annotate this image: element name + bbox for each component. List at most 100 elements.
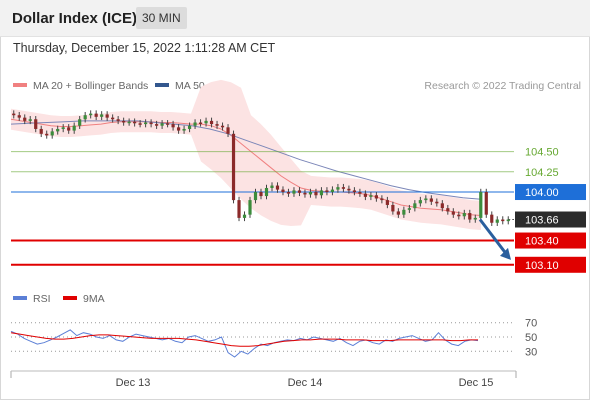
x-tick-label: Dec 14 bbox=[288, 377, 323, 389]
legend-swatch-9ma bbox=[63, 296, 77, 301]
candle-body bbox=[506, 219, 510, 222]
legend-item-ma50: MA 50 bbox=[155, 80, 205, 92]
candle-body bbox=[39, 128, 43, 134]
candle-body bbox=[237, 200, 241, 218]
candle-body bbox=[314, 192, 318, 196]
ma50-line bbox=[10, 120, 482, 200]
candle-body bbox=[501, 219, 505, 222]
projection-arrow bbox=[478, 218, 509, 256]
candle-body bbox=[50, 131, 54, 136]
candle-body bbox=[319, 190, 324, 196]
candle-body bbox=[94, 113, 98, 117]
candle-body bbox=[204, 120, 208, 124]
current-price-label: 103.66 bbox=[525, 215, 559, 227]
candle-body bbox=[122, 120, 126, 123]
level-tag-103.10 bbox=[515, 256, 586, 273]
candle-body bbox=[45, 133, 49, 136]
rsi-level-label-50: 50 bbox=[525, 332, 537, 344]
candle-body bbox=[17, 115, 21, 118]
legend-swatch-ma20 bbox=[13, 83, 27, 88]
candle-body bbox=[292, 190, 296, 194]
candle-body bbox=[149, 122, 153, 125]
candle-body bbox=[286, 192, 291, 194]
candle-body bbox=[429, 198, 433, 202]
x-tick-label: Dec 15 bbox=[459, 377, 494, 389]
legend-label-ma50: MA 50 bbox=[175, 80, 205, 92]
candle-body bbox=[424, 198, 428, 201]
candle-body bbox=[220, 125, 225, 128]
candle-body bbox=[127, 121, 131, 124]
timeframe-badge[interactable]: 30 MIN bbox=[136, 7, 187, 29]
candle-body bbox=[215, 124, 219, 126]
rsi-9ma-line bbox=[10, 332, 478, 347]
candle-body bbox=[138, 123, 142, 125]
candle-body bbox=[176, 127, 181, 131]
candle-body bbox=[187, 125, 192, 129]
candle-body bbox=[242, 214, 247, 218]
candle-body bbox=[473, 217, 477, 220]
candle-body bbox=[144, 122, 148, 125]
rsi-level-label-30: 30 bbox=[525, 346, 537, 358]
candle-body bbox=[303, 192, 307, 195]
candle-body bbox=[89, 113, 93, 116]
legend-item-9ma: 9MA bbox=[63, 293, 105, 305]
candle-body bbox=[231, 133, 236, 201]
rsi-line bbox=[10, 329, 479, 358]
legend-swatch-rsi bbox=[13, 296, 27, 301]
candle-body bbox=[61, 127, 65, 129]
level-label-103.10: 103.10 bbox=[525, 260, 559, 272]
candle-body bbox=[391, 204, 395, 212]
level-label-104.25: 104.25 bbox=[525, 167, 559, 179]
x-tick-label: Dec 13 bbox=[116, 377, 151, 389]
candle-body bbox=[336, 187, 340, 190]
candle-body bbox=[363, 193, 367, 197]
legend-label-rsi: RSI bbox=[33, 293, 51, 305]
level-label-103.40: 103.40 bbox=[525, 236, 559, 248]
candle-body bbox=[100, 114, 104, 117]
candle-body bbox=[182, 128, 186, 131]
candle-body bbox=[330, 189, 335, 193]
candle-body bbox=[462, 213, 466, 217]
level-tag-103.40 bbox=[515, 232, 586, 249]
candle-body bbox=[111, 117, 115, 120]
candle-body bbox=[446, 208, 450, 212]
candle-body bbox=[369, 195, 373, 197]
candle-body bbox=[418, 200, 422, 204]
candle-body bbox=[275, 185, 280, 190]
candle-body bbox=[308, 192, 313, 195]
candle-body bbox=[259, 192, 263, 197]
candle-body bbox=[160, 123, 164, 126]
candle-body bbox=[34, 119, 38, 129]
candle-body bbox=[490, 214, 494, 223]
legend-item-ma20: MA 20 + Bollinger Bands bbox=[13, 80, 148, 92]
candle-body bbox=[83, 115, 87, 120]
candle-body bbox=[495, 219, 499, 223]
instrument-title: Dollar Index (ICE) bbox=[12, 10, 138, 27]
candle-body bbox=[385, 200, 389, 205]
bollinger-band bbox=[11, 79, 481, 231]
candle-body bbox=[155, 124, 159, 126]
candle-body bbox=[451, 211, 455, 215]
candle-body bbox=[396, 211, 400, 215]
candle-body bbox=[248, 200, 252, 215]
candle-body bbox=[440, 203, 444, 209]
candle-body bbox=[105, 114, 109, 118]
timestamp: Thursday, December 15, 2022 1:11:28 AM C… bbox=[13, 41, 276, 55]
candle-body bbox=[116, 119, 120, 121]
candle-body bbox=[380, 198, 384, 201]
candle-body bbox=[402, 209, 406, 215]
level-label-104.50: 104.50 bbox=[525, 147, 559, 159]
candle-body bbox=[281, 189, 285, 193]
candle-body bbox=[407, 208, 411, 210]
candle-body bbox=[270, 185, 274, 188]
candle-body bbox=[133, 121, 137, 124]
candle-body bbox=[358, 192, 362, 194]
candle-body bbox=[209, 120, 214, 125]
candle-body bbox=[347, 188, 351, 191]
candle-body bbox=[171, 124, 175, 128]
copyright-text: Research © 2022 Trading Central bbox=[424, 80, 581, 92]
candle-body bbox=[435, 201, 439, 204]
candle-body bbox=[78, 119, 82, 126]
candle-body bbox=[468, 213, 472, 220]
legend-swatch-ma50 bbox=[155, 83, 169, 88]
